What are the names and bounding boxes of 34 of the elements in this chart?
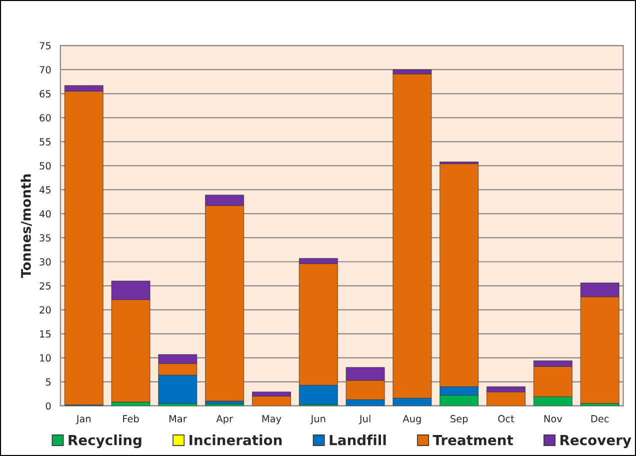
- legend-label: Recovery: [560, 434, 632, 448]
- x-tick-label: Nov: [544, 415, 562, 422]
- legend-label: Treatment: [432, 434, 514, 446]
- y-tick-label: 65: [40, 90, 51, 98]
- x-tick-label: Jun: [310, 415, 326, 424]
- x-tick-label: Aug: [402, 415, 421, 424]
- y-tick-label: 55: [40, 138, 51, 146]
- x-tick-label: Oct: [498, 415, 514, 422]
- y-tick-label: 0: [46, 402, 51, 410]
- y-tick-label: 15: [40, 330, 51, 338]
- x-tick-label: May: [262, 415, 282, 424]
- y-tick-label: 75: [40, 42, 51, 50]
- legend-label: Incineration: [190, 434, 282, 446]
- y-tick-label: 30: [40, 258, 51, 266]
- x-tick-label: Sep: [450, 415, 468, 424]
- y-tick-label: 20: [40, 306, 51, 314]
- y-tick-label: 70: [40, 66, 51, 74]
- x-tick-label: Jul: [358, 414, 370, 424]
- y-tick-label: 35: [40, 234, 51, 242]
- y-tick-label: 25: [40, 282, 51, 290]
- y-tick-label: 45: [39, 186, 51, 194]
- x-tick-label: Mar: [169, 415, 187, 422]
- x-tick-label: Feb: [123, 414, 139, 422]
- x-tick-label: Apr: [216, 415, 233, 424]
- y-tick-label: 40: [39, 210, 51, 218]
- x-tick-label: Dec: [591, 415, 609, 422]
- legend-label: Recycling: [68, 434, 142, 448]
- y-tick-label: 10: [40, 354, 51, 362]
- y-axis-title: Tonnes/month: [20, 174, 32, 278]
- x-tick-label: Jan: [76, 415, 91, 424]
- legend-label: Landfill: [330, 434, 386, 446]
- y-tick-label: 5: [46, 378, 51, 386]
- y-tick-label: 50: [40, 162, 51, 170]
- y-tick-label: 60: [40, 114, 51, 122]
